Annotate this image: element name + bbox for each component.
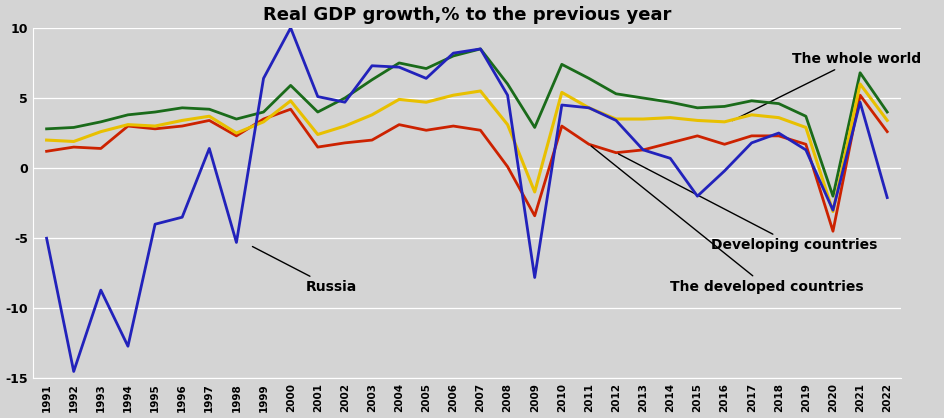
Text: Russia: Russia [252, 247, 357, 294]
Text: Developing countries: Developing countries [618, 154, 877, 252]
Text: The developed countries: The developed countries [591, 146, 864, 294]
Title: Real GDP growth,% to the previous year: Real GDP growth,% to the previous year [262, 5, 671, 23]
Text: The whole world: The whole world [733, 52, 921, 121]
